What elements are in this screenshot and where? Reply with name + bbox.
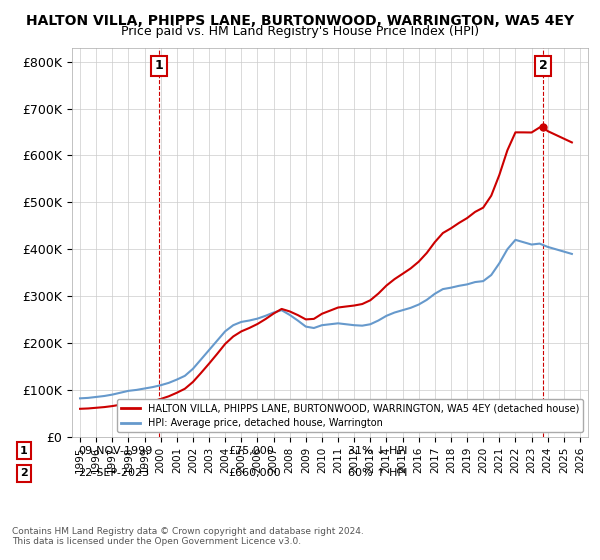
Text: 2: 2 (20, 468, 28, 478)
Text: 09-NOV-1999: 09-NOV-1999 (78, 446, 152, 456)
Text: 1: 1 (154, 59, 163, 72)
Legend: HALTON VILLA, PHIPPS LANE, BURTONWOOD, WARRINGTON, WA5 4EY (detached house), HPI: HALTON VILLA, PHIPPS LANE, BURTONWOOD, W… (117, 399, 583, 432)
Text: 22-SEP-2023: 22-SEP-2023 (78, 468, 149, 478)
Text: Price paid vs. HM Land Registry's House Price Index (HPI): Price paid vs. HM Land Registry's House … (121, 25, 479, 38)
Text: Contains HM Land Registry data © Crown copyright and database right 2024.
This d: Contains HM Land Registry data © Crown c… (12, 526, 364, 546)
Text: HALTON VILLA, PHIPPS LANE, BURTONWOOD, WARRINGTON, WA5 4EY: HALTON VILLA, PHIPPS LANE, BURTONWOOD, W… (26, 14, 574, 28)
Text: 60% ↑ HPI: 60% ↑ HPI (348, 468, 407, 478)
Text: 2: 2 (539, 59, 548, 72)
Text: £660,000: £660,000 (228, 468, 281, 478)
Text: 1: 1 (20, 446, 28, 456)
Text: 31% ↓ HPI: 31% ↓ HPI (348, 446, 407, 456)
Text: £75,000: £75,000 (228, 446, 274, 456)
